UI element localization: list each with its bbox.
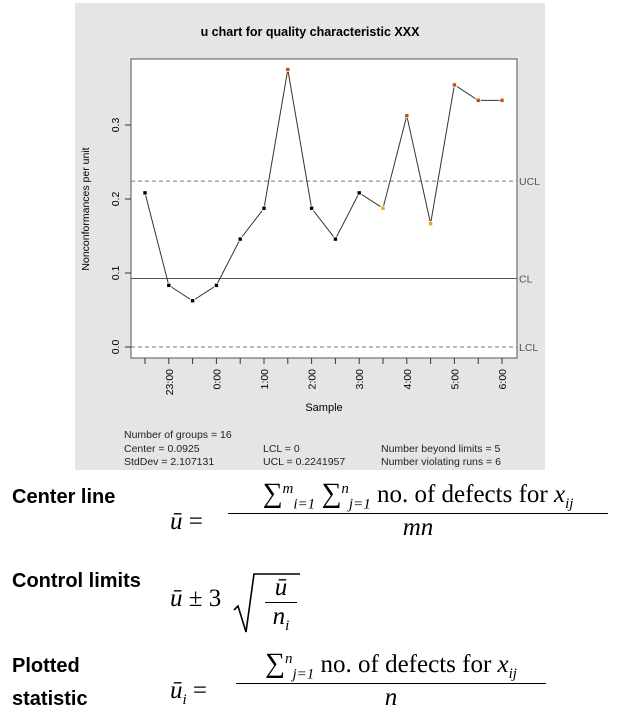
series-line — [144, 69, 502, 302]
ucl-line-label: UCL — [519, 176, 540, 188]
upper-m: m — [282, 480, 294, 497]
plus-minus-3: ± 3 — [188, 585, 222, 612]
center-line-label: Center line — [12, 486, 116, 508]
y-tick-label: 0.1 — [110, 266, 122, 281]
control-limits-fraction: ū ni — [265, 574, 297, 635]
x-tick-label: 2:00 — [307, 369, 319, 390]
x-var: x — [497, 651, 509, 678]
stat-runs: Number violating runs = 6 — [381, 456, 501, 468]
stat-center: Center = 0.0925 — [124, 443, 200, 455]
upper-n: n — [284, 650, 293, 667]
data-point — [190, 299, 195, 303]
defects-text: no. of defects for — [320, 651, 492, 678]
chart-svg: u chart for quality characteristic XXX U… — [80, 25, 540, 468]
data-point — [167, 283, 171, 288]
center-line-label: CL — [519, 274, 533, 286]
statistic-label: statistic — [12, 688, 88, 710]
x-tick-label: 3:00 — [354, 369, 366, 390]
data-point — [238, 237, 242, 241]
y-tick-label: 0.0 — [110, 340, 122, 355]
data-point — [286, 67, 290, 72]
y-axis-label: Nonconformances per unit — [80, 147, 92, 270]
lower-j: j=1 — [292, 666, 315, 682]
numerator: ∑nj=1 no. of defects for xij — [265, 648, 517, 683]
plotted-label: Plotted — [12, 655, 80, 677]
stat-stddev: StdDev = 2.107131 — [124, 456, 214, 468]
numerator: ∑mi=1 ∑nj=1 no. of defects for xij — [263, 478, 574, 513]
stat-beyond: Number beyond limits = 5 — [381, 443, 501, 455]
chart-title: u chart for quality characteristic XXX — [201, 25, 420, 39]
upper-n: n — [341, 480, 349, 497]
plotted-lhs: ūi = — [170, 677, 207, 709]
denominator: n — [384, 684, 398, 711]
data-point — [405, 114, 409, 118]
x-tick-label: 1:00 — [259, 369, 271, 390]
center-line-lhs: ū = — [170, 508, 203, 536]
x-tick-label: 4:00 — [402, 369, 414, 390]
data-point — [309, 206, 314, 210]
data-point — [262, 206, 266, 210]
stat-lcl: LCL = 0 — [263, 443, 300, 455]
plotted-fraction: ∑nj=1 no. of defects for xij n — [236, 648, 546, 712]
stat-ucl: UCL = 0.2241957 — [263, 456, 345, 468]
lower-i: i=1 — [293, 496, 316, 512]
x-tick-label: 6:00 — [497, 369, 509, 390]
sqrt-icon — [233, 573, 300, 633]
fraction-bar — [236, 683, 546, 684]
u-bar: ū — [274, 574, 288, 601]
u-bar: ū — [170, 508, 183, 535]
lower-j: j=1 — [348, 496, 371, 512]
x-tick-label: 5:00 — [449, 369, 461, 390]
data-point — [452, 83, 457, 87]
sum-symbol: ∑ — [262, 478, 283, 509]
fraction-bar — [265, 602, 297, 603]
data-point — [381, 206, 385, 210]
u-sub: i — [182, 692, 187, 708]
stat-groups: Number of groups = 16 — [124, 429, 232, 441]
equals: = — [188, 508, 203, 535]
u-bar: ū — [170, 585, 183, 612]
u-chart: u chart for quality characteristic XXX U… — [75, 3, 545, 470]
y-tick-label: 0.2 — [110, 192, 122, 207]
denominator: mn — [402, 514, 434, 541]
x-sub: ij — [508, 666, 517, 682]
n-sub: i — [285, 618, 290, 634]
center-line-fraction: ∑mi=1 ∑nj=1 no. of defects for xij mn — [228, 478, 608, 542]
x-axis-label: Sample — [305, 402, 342, 414]
y-tick-label: 0.3 — [110, 118, 122, 133]
n-var: n — [272, 603, 286, 630]
sum-symbol: ∑ — [265, 648, 285, 679]
data-point — [357, 191, 361, 195]
x-tick-label: 0:00 — [211, 369, 223, 390]
data-point — [214, 283, 219, 288]
u-bar: ū — [170, 677, 183, 704]
data-point — [428, 221, 433, 226]
equals: = — [192, 677, 208, 704]
control-limits-formula: ū ± 3 — [170, 585, 221, 613]
defects-text: no. of defects for — [376, 481, 548, 508]
data-point — [500, 98, 504, 103]
lcl-line-label: LCL — [519, 342, 538, 354]
control-limits-label: Control limits — [12, 570, 141, 592]
x-var: x — [553, 481, 566, 508]
x-sub: ij — [565, 496, 574, 512]
plot-area — [130, 58, 518, 359]
fraction-bar — [228, 513, 608, 514]
data-point — [333, 237, 338, 241]
sum-symbol: ∑ — [321, 478, 342, 509]
x-tick-label: 23:00 — [164, 369, 176, 395]
data-point — [143, 191, 147, 195]
data-point — [476, 98, 480, 103]
